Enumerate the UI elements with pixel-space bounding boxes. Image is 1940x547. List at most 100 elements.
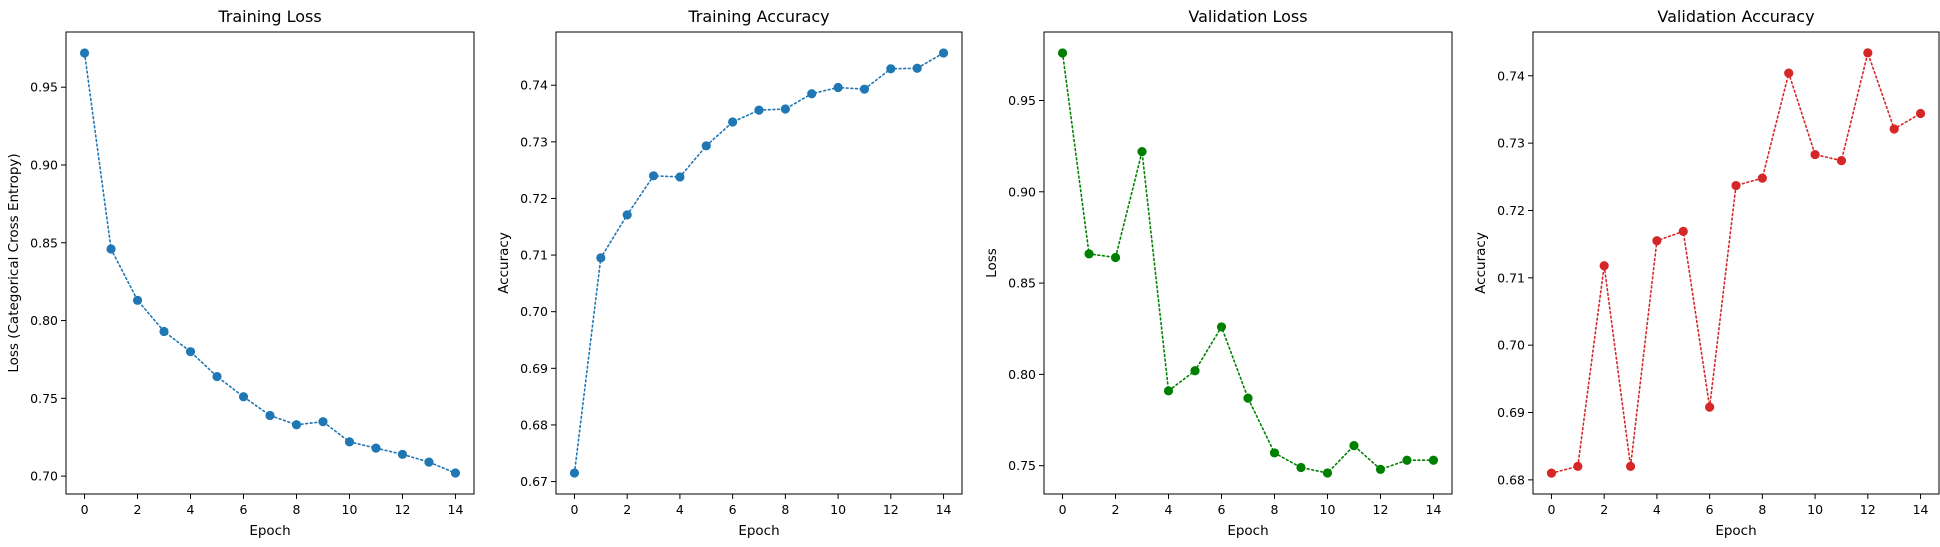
data-point bbox=[79, 48, 90, 58]
subplot-2: Training Accuracy 0 2 4 6 8 10 12 14 0.67 0.68 0.69… bbox=[496, 7, 963, 539]
x-tick-label: 12 bbox=[395, 502, 411, 517]
data-point bbox=[1599, 261, 1609, 271]
y-tick-label: 0.95 bbox=[30, 80, 58, 95]
x-tick-label: 10 bbox=[1807, 502, 1823, 517]
chart-title: Training Accuracy bbox=[687, 7, 829, 26]
y-tick-label: 0.75 bbox=[30, 391, 58, 406]
y-tick-label: 0.67 bbox=[520, 474, 548, 489]
data-point bbox=[886, 64, 896, 74]
series-line bbox=[573, 52, 945, 474]
data-point bbox=[1428, 455, 1439, 465]
data-point bbox=[1546, 468, 1557, 478]
data-point bbox=[912, 63, 922, 73]
x-tick-label: 4 bbox=[1165, 502, 1173, 517]
series-line bbox=[1061, 52, 1435, 474]
y-tick-label: 0.90 bbox=[1008, 184, 1036, 199]
data-point bbox=[344, 437, 355, 447]
y-tick-label: 0.69 bbox=[1497, 405, 1525, 420]
data-point bbox=[1402, 455, 1412, 465]
x-tick-label: 12 bbox=[1860, 502, 1876, 517]
x-tick-label: 0 bbox=[1059, 502, 1067, 517]
data-point bbox=[807, 89, 817, 99]
data-point bbox=[1163, 386, 1174, 396]
data-point bbox=[754, 105, 764, 115]
x-tick-label: 14 bbox=[448, 502, 464, 517]
x-axis-label: Epoch bbox=[1227, 523, 1268, 539]
data-point bbox=[1375, 464, 1386, 474]
data-point bbox=[1269, 448, 1280, 458]
x-tick-label: 14 bbox=[1913, 502, 1929, 517]
x-tick-label: 14 bbox=[1426, 502, 1442, 517]
x-tick-label: 4 bbox=[1653, 502, 1661, 517]
y-tick-label: 0.85 bbox=[30, 235, 58, 250]
subplot-4: Validation Accuracy 0 2 4 6 8 10 12 14 0.68 0.69 0.… bbox=[1473, 7, 1940, 539]
data-point bbox=[1216, 322, 1227, 332]
data-point bbox=[106, 244, 116, 254]
y-tick-label: 0.70 bbox=[1497, 338, 1525, 353]
data-point bbox=[1190, 366, 1200, 376]
axes-frame bbox=[65, 31, 475, 495]
data-point bbox=[780, 104, 790, 114]
data-point bbox=[1625, 461, 1636, 471]
y-axis-label: Loss (Categorical Cross Entropy) bbox=[6, 153, 22, 372]
data-point bbox=[1810, 149, 1820, 160]
axes-frame bbox=[1043, 31, 1453, 495]
x-tick-label: 2 bbox=[134, 502, 142, 517]
data-point bbox=[1084, 249, 1094, 259]
y-tick-label: 0.72 bbox=[1497, 203, 1525, 218]
y-tick-label: 0.95 bbox=[1008, 93, 1036, 108]
x-tick-label: 10 bbox=[1320, 502, 1336, 517]
data-point bbox=[291, 420, 302, 430]
x-tick-label: 8 bbox=[1758, 502, 1766, 517]
y-tick-label: 0.68 bbox=[1497, 472, 1525, 487]
data-point bbox=[833, 82, 843, 93]
chart-title: Validation Accuracy bbox=[1657, 7, 1814, 26]
data-point bbox=[1296, 462, 1306, 473]
data-point bbox=[859, 84, 870, 94]
x-tick-label: 12 bbox=[883, 502, 899, 517]
x-tick-label: 0 bbox=[1547, 502, 1555, 517]
data-point bbox=[1836, 156, 1847, 166]
series-line bbox=[83, 52, 457, 474]
x-tick-label: 6 bbox=[240, 502, 248, 517]
data-point bbox=[938, 48, 949, 58]
data-point bbox=[1731, 180, 1741, 191]
y-axis-label: Loss bbox=[984, 248, 1000, 278]
data-point bbox=[371, 443, 381, 453]
chart-title: Validation Loss bbox=[1188, 7, 1307, 26]
data-point bbox=[212, 371, 222, 382]
subplot-3: Validation Loss 0 2 4 6 8 10 12 14 0.75 0.80 0.85 0.… bbox=[984, 7, 1453, 539]
y-tick-label: 0.70 bbox=[520, 304, 548, 319]
data-point bbox=[1915, 108, 1926, 119]
x-tick-label: 2 bbox=[1600, 502, 1608, 517]
data-point bbox=[1678, 226, 1688, 236]
axes-frame bbox=[1532, 31, 1940, 495]
data-point bbox=[1110, 252, 1121, 263]
data-point bbox=[1243, 393, 1253, 403]
data-point bbox=[1889, 124, 1899, 134]
data-point bbox=[1573, 461, 1583, 471]
data-point bbox=[424, 457, 434, 467]
data-point bbox=[675, 172, 685, 182]
y-tick-label: 0.85 bbox=[1008, 276, 1036, 291]
data-point bbox=[159, 326, 169, 337]
data-point bbox=[265, 410, 275, 421]
x-tick-label: 8 bbox=[781, 502, 789, 517]
axes-frame bbox=[555, 31, 963, 495]
x-tick-label: 14 bbox=[936, 502, 952, 517]
data-point bbox=[701, 141, 711, 151]
chart-title: Training Loss bbox=[217, 7, 321, 26]
x-tick-label: 4 bbox=[676, 502, 684, 517]
y-tick-label: 0.68 bbox=[520, 417, 548, 432]
subplot-1: Training Loss 0 2 4 6 8 10 12 14 0.70 0.75 0.80 0.85… bbox=[6, 7, 475, 539]
x-tick-label: 8 bbox=[1271, 502, 1279, 517]
x-tick-label: 8 bbox=[293, 502, 301, 517]
y-tick-label: 0.72 bbox=[520, 191, 548, 206]
x-tick-label: 0 bbox=[81, 502, 89, 517]
y-tick-label: 0.80 bbox=[30, 313, 58, 328]
data-point bbox=[569, 468, 580, 478]
data-point bbox=[1784, 68, 1794, 78]
data-point bbox=[1137, 147, 1147, 157]
x-tick-label: 10 bbox=[830, 502, 846, 517]
